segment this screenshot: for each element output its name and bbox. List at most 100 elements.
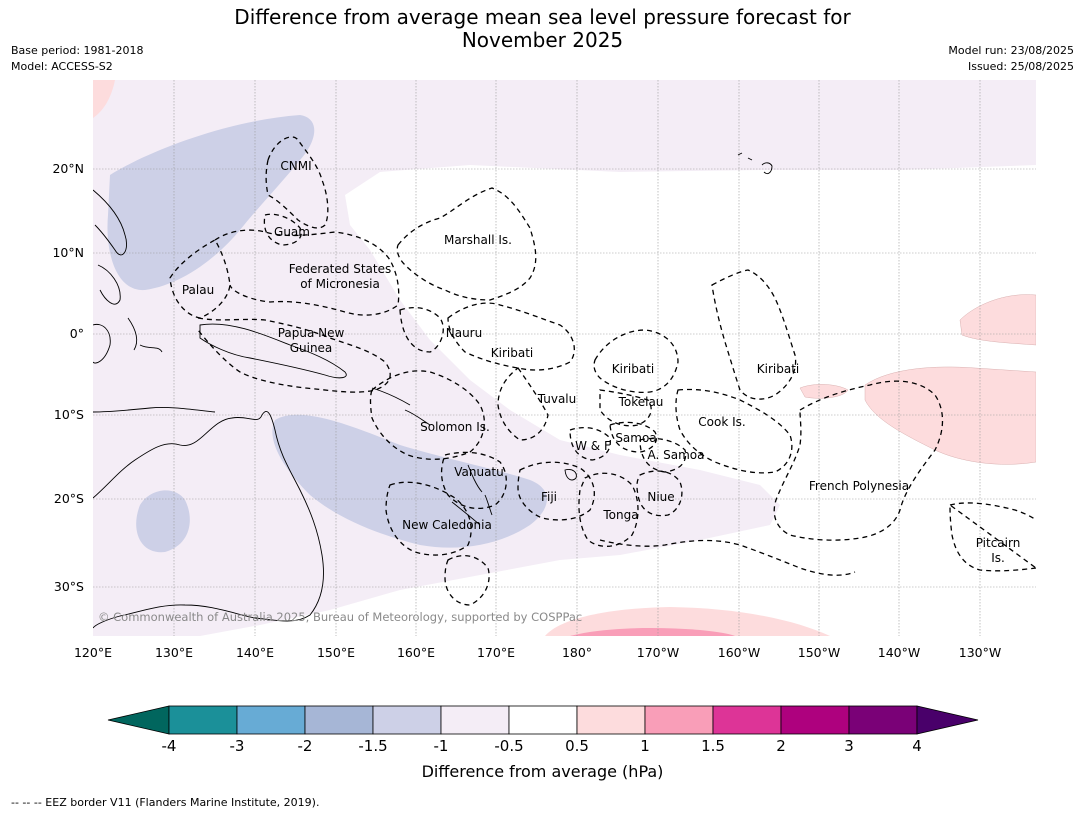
eez-kiribati-gilbert [447, 302, 575, 371]
coast-vanuatu [467, 464, 493, 516]
eez-kiribati-phoenix [593, 329, 679, 394]
eez-borders [169, 136, 1036, 606]
lat-tick-label: 20°S [54, 491, 84, 506]
colorbar-over-arrow [916, 705, 979, 735]
colorbar-bin [304, 705, 374, 735]
gridlines [93, 80, 1036, 636]
eez-solomon [369, 370, 485, 460]
lat-tick-label: 10°S [54, 407, 84, 422]
colorbar-tick-label: -1 [434, 737, 449, 755]
lat-tick-label: 30°S [54, 579, 84, 594]
colorbar: -4 -3 -2 -1.5 -1 -0.5 0.5 1 1.5 2 3 4 [107, 705, 979, 755]
region-label: Kiribati [757, 362, 799, 376]
eez-pitcairn [949, 502, 1036, 572]
base-period: Base period: 1981-2018 [11, 44, 144, 57]
region-label: Fiji [541, 490, 557, 504]
coast-hawaii [737, 152, 773, 175]
coastlines [93, 152, 773, 629]
eez-kiribati-line [711, 269, 797, 400]
anomaly-region-blue-south [272, 414, 547, 548]
region-label: French Polynesia [809, 479, 909, 493]
colorbar-label: Difference from average (hPa) [421, 762, 664, 781]
colorbar-tick-label: 0.5 [565, 737, 589, 755]
coast-indonesia-south [93, 407, 216, 413]
eez-nauru [399, 307, 444, 353]
colorbar-bin [236, 705, 306, 735]
region-label: CNMI [280, 159, 311, 173]
coast-new-guinea [199, 323, 347, 379]
colorbar-under-arrow [107, 705, 170, 735]
anomaly-region-blue-north [107, 115, 315, 291]
region-label: Federated States [289, 262, 391, 276]
eez-fiji [517, 461, 595, 521]
forecast-map: © Commonwealth of Australia 2025, Bureau… [52, 80, 1036, 755]
coast-borneo [93, 323, 111, 364]
region-label: Guinea [290, 341, 333, 355]
lat-tick-label: 10°N [52, 245, 84, 260]
lat-tick-label: 20°N [52, 161, 84, 176]
region-label: Tonga [602, 508, 638, 522]
eez-tonga [578, 472, 639, 547]
title-line-2: November 2025 [461, 28, 624, 52]
coast-solomon-is [371, 387, 431, 426]
eez-american-samoa [639, 437, 687, 473]
model-name: Model: ACCESS-S2 [11, 60, 113, 73]
region-label: Vanuatu [454, 465, 504, 479]
lon-tick-label: 170°E [477, 645, 515, 660]
eez-cnmi [265, 136, 329, 229]
colorbar-bin [644, 705, 714, 735]
meta-left: Base period: 1981-2018 Model: ACCESS-S2 [11, 43, 143, 75]
region-label: Is. [991, 551, 1005, 565]
chart-title: Difference from average mean sea level p… [0, 6, 1085, 52]
coast-fiji [564, 469, 577, 481]
region-label: Palau [182, 283, 214, 297]
anomaly-region-pink-eq [959, 294, 1036, 346]
colorbar-tick-label: -1.5 [358, 737, 387, 755]
region-label: Solomon Is. [420, 420, 490, 434]
lon-tick-label: 140°W [878, 645, 920, 660]
anomaly-region-blue-west [136, 490, 190, 553]
lat-tick-label: 0° [70, 326, 84, 341]
region-label: Kiribati [612, 362, 654, 376]
latitude-axis: 20°N 10°N 0° 10°S 20°S 30°S [52, 161, 84, 594]
anomaly-region-pink-east [864, 366, 1036, 465]
lon-tick-label: 160°E [397, 645, 435, 660]
meta-right: Model run: 23/08/2025 Issued: 25/08/2025 [948, 43, 1074, 75]
colorbar-tick-label: -3 [230, 737, 245, 755]
eez-cook [675, 388, 793, 474]
copyright-text: © Commonwealth of Australia 2025, Bureau… [98, 610, 582, 624]
lon-tick-label: 160°W [718, 645, 760, 660]
colorbar-tick-label: -2 [298, 737, 313, 755]
region-label: Cook Is. [698, 415, 745, 429]
eez-kermadec [599, 539, 856, 576]
region-label: of Micronesia [300, 277, 380, 291]
region-label: Papua New [278, 326, 345, 340]
region-label: Guam [274, 225, 310, 239]
eez-png [197, 317, 391, 393]
eez-new-caledonia [385, 481, 472, 556]
region-label: A. Samoa [648, 448, 705, 462]
region-label: New Caledonia [402, 518, 492, 532]
lon-tick-label: 130°W [959, 645, 1001, 660]
colorbar-tick-label: -4 [162, 737, 177, 755]
colorbar-bin [168, 705, 238, 735]
region-label: Pitcairn [976, 536, 1021, 550]
region-label: Marshall Is. [444, 233, 512, 247]
colorbar-tick-label: 3 [844, 737, 854, 755]
lon-tick-label: 150°W [798, 645, 840, 660]
longitude-axis: 120°E 130°E 140°E 150°E 160°E 170°E 180° 170°W 1… [74, 645, 1001, 660]
lon-tick-label: 170°W [637, 645, 679, 660]
region-label: Nauru [446, 326, 482, 340]
lon-tick-label: 180° [562, 645, 592, 660]
colorbar-bin [508, 705, 578, 735]
anomaly-region-pink-small [799, 384, 849, 399]
issued-date: Issued: 25/08/2025 [967, 60, 1074, 73]
model-run: Model run: 23/08/2025 [948, 44, 1074, 57]
colorbar-tick-label: 1.5 [701, 737, 725, 755]
colorbar-tick-label: 2 [776, 737, 786, 755]
colorbar-bin [372, 705, 442, 735]
colorbar-tick-label: 4 [912, 737, 922, 755]
region-label: Tuvalu [537, 392, 577, 406]
region-label: Niue [647, 490, 674, 504]
eez-guam [263, 213, 302, 246]
